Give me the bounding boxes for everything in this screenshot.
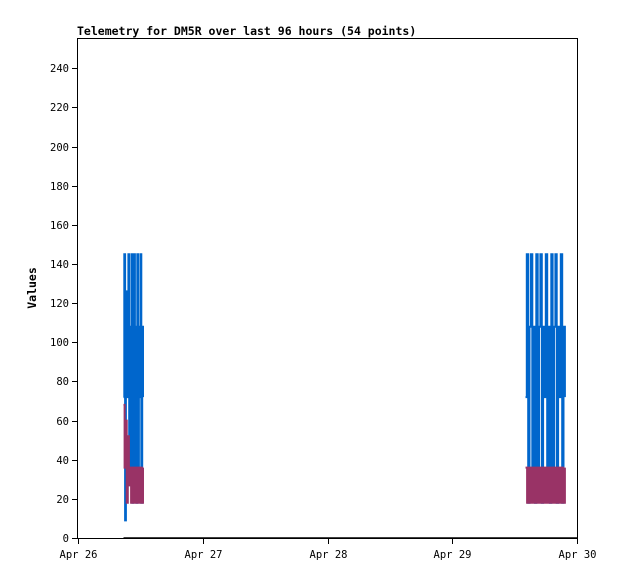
x-tick-label-4: Apr 30 [559,549,597,561]
y-tick-label-11: 220 [50,102,69,114]
x-tick-label-2: Apr 28 [310,549,348,561]
y-axis: 0 20 40 60 80 100 120 140 160 180 200 220 240 [50,63,77,545]
x-axis: Apr 26 Apr 27 Apr 28 Apr 29 Apr 30 [60,538,597,561]
x-tick-label-1: Apr 27 [185,549,223,561]
y-tick-label-9: 180 [50,181,69,193]
y-tick-label-2: 40 [56,455,69,467]
y-tick-label-5: 100 [50,337,69,349]
y-tick-label-1: 20 [56,494,69,506]
plot-frame [77,38,578,539]
y-tick-label-12: 240 [50,63,69,75]
series-1-segment-1 [525,466,566,504]
y-tick-label-6: 120 [50,298,69,310]
chart-title: Telemetry for DM5R over last 96 hours (5… [77,24,416,38]
y-axis-label: Values [25,267,39,309]
series-marks [123,253,577,539]
x-tick-label-3: Apr 29 [434,549,472,561]
series-1-segment-0 [123,403,144,504]
y-tick-label-3: 60 [56,416,69,428]
x-tick-label-0: Apr 26 [60,549,98,561]
y-tick-label-10: 200 [50,142,69,154]
series-0-segment-0 [123,253,144,522]
series-0-segment-1 [525,253,566,504]
y-tick-label-0: 0 [63,533,69,545]
y-tick-label-8: 160 [50,220,69,232]
y-tick-label-4: 80 [56,376,69,388]
y-tick-label-7: 140 [50,259,69,271]
